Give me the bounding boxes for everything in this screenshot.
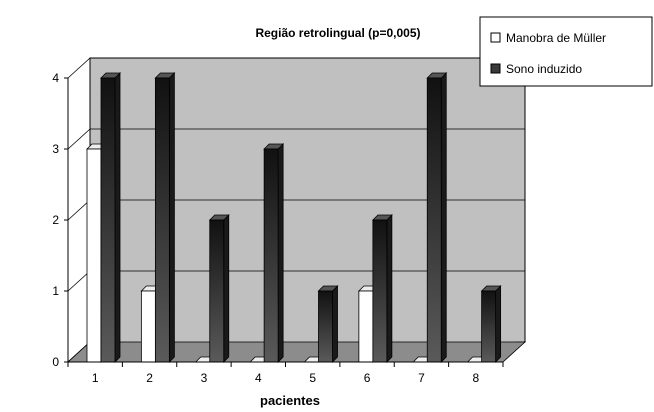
bar-sono-7 (426, 72, 448, 363)
bar-sono-4-front (263, 148, 279, 363)
chart-floor (66, 341, 527, 363)
legend-label-sono: Sono induzido (506, 62, 582, 76)
x-tick-label: 3 (201, 371, 208, 385)
bar-sono-2-side (168, 72, 175, 363)
bar-sono-8-side (495, 285, 502, 363)
chart-title: Região retrolingual (p=0,005) (255, 26, 420, 40)
bar-manobra-1-front (86, 148, 102, 363)
bar-sono-3-side (223, 214, 230, 363)
legend-swatch-sono (490, 63, 501, 74)
bar-sono-8-front (481, 290, 497, 363)
x-axis-label: pacientes (260, 393, 320, 408)
chart-back-wall (66, 57, 526, 363)
legend-label-manobra: Manobra de Müller (506, 31, 606, 45)
bar-sono-4-side (277, 143, 284, 363)
bar-sono-4 (263, 143, 285, 363)
y-tick-label: 3 (52, 142, 59, 156)
gridline-side (67, 57, 91, 79)
bar-sono-7-front (426, 77, 442, 363)
bar-sono-6-front (372, 219, 388, 363)
bar-manobra-2-front (140, 290, 156, 363)
bar-sono-2 (154, 72, 176, 363)
y-tick-label: 2 (52, 213, 59, 227)
x-tick-label: 8 (472, 371, 479, 385)
bar-sono-5-side (332, 285, 338, 363)
legend-swatch-manobra (490, 32, 501, 43)
x-tick-label: 5 (309, 371, 316, 385)
bar-sono-3-front (209, 219, 225, 363)
x-tick-label: 2 (146, 371, 153, 385)
bar-sono-2-front (154, 77, 170, 363)
bar-manobra-6-front (358, 290, 374, 363)
x-tick-label: 7 (418, 371, 425, 385)
bar-sono-3 (208, 214, 230, 363)
x-tick-label: 1 (92, 371, 99, 385)
bar-sono-1-side (114, 72, 121, 363)
bar-sono-5 (317, 285, 339, 363)
legend: Manobra de Müller Sono induzido (479, 16, 653, 87)
bar-sono-5-front (318, 290, 333, 363)
y-tick-label: 1 (52, 284, 59, 298)
bar-sono-6-side (386, 214, 393, 363)
y-tick-label: 0 (52, 355, 59, 369)
gridline-side (67, 199, 91, 221)
legend-box (479, 16, 653, 87)
bar-sono-8 (480, 285, 502, 363)
bar-sono-1 (100, 72, 121, 363)
bar-sono-7-side (440, 72, 447, 363)
bar-sono-1-front (100, 77, 116, 363)
x-tick-label: 4 (255, 371, 262, 385)
bar-sono-6 (371, 214, 393, 363)
gridline-side (67, 270, 91, 292)
gridline-side (67, 128, 91, 150)
x-tick-label: 6 (364, 371, 371, 385)
y-tick-label: 4 (52, 71, 59, 85)
